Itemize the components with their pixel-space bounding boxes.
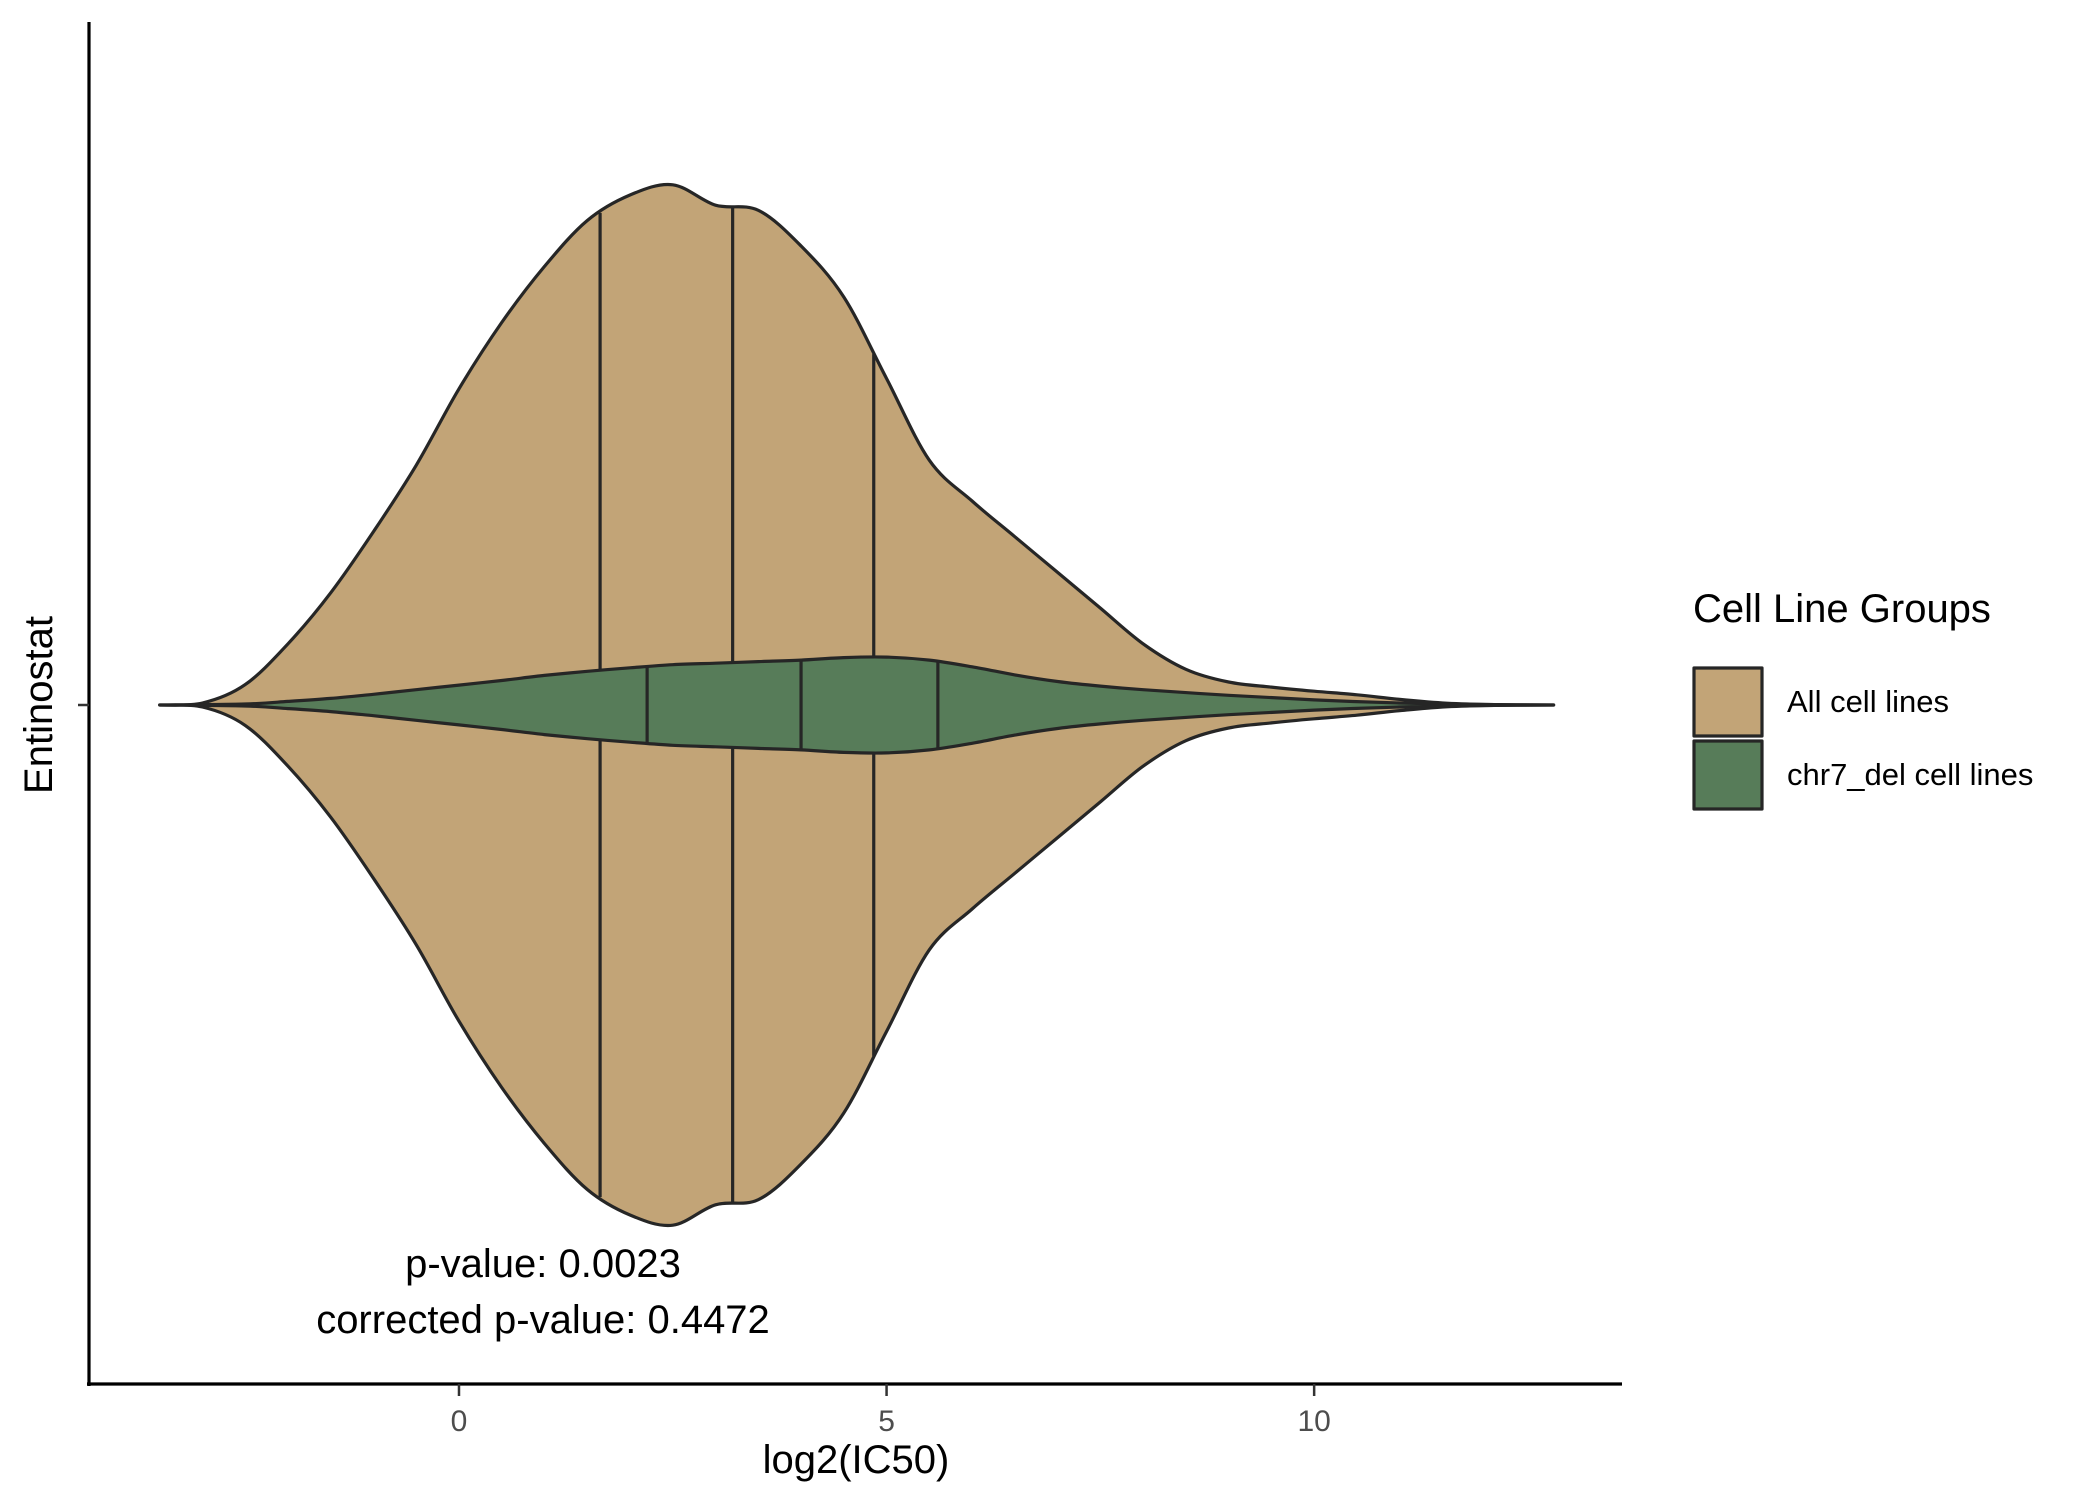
- legend: Cell Line Groups All cell lines chr7_del…: [1692, 587, 2033, 811]
- y-axis-label: Entinostat: [17, 616, 61, 794]
- legend-title: Cell Line Groups: [1693, 587, 1991, 631]
- legend-label-chr7-del-cell-lines: chr7_del cell lines: [1787, 757, 2033, 792]
- violin-chr7-del-cell-lines: [158, 655, 1556, 755]
- x-tick-label: 10: [1297, 1405, 1330, 1438]
- x-tick-label: 0: [451, 1405, 468, 1438]
- x-axis-title: log2(IC50): [763, 1438, 950, 1482]
- violins-layer: [158, 182, 1556, 1228]
- legend-key-chr7-del-cell-lines: [1692, 739, 1764, 811]
- x-ticks: 0 5 10: [451, 1384, 1331, 1438]
- legend-key-all-cell-lines: [1692, 666, 1764, 738]
- x-axis: 0 5 10: [87, 1382, 1622, 1438]
- x-tick-label: 5: [878, 1405, 895, 1438]
- legend-label-all-cell-lines: All cell lines: [1787, 684, 1949, 719]
- corrected-p-value-annotation: corrected p-value: 0.4472: [316, 1298, 770, 1342]
- p-value-annotation: p-value: 0.0023: [405, 1242, 681, 1286]
- y-axis: [78, 22, 91, 1386]
